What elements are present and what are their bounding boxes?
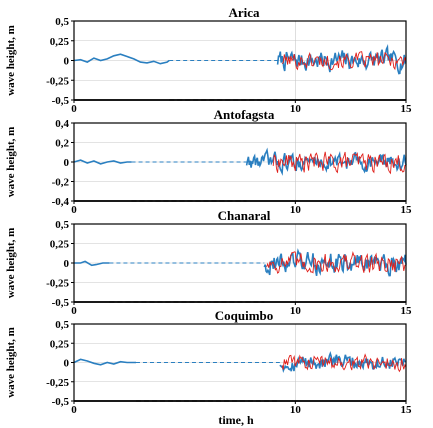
observed-series-lead <box>74 260 110 267</box>
y-tick-label: -0,2 <box>52 177 70 189</box>
chart-title: Coquimbo <box>215 308 274 323</box>
y-tick-label: 0,5 <box>55 319 69 331</box>
y-tick-label: 0,25 <box>50 338 70 350</box>
observed-series <box>245 147 407 176</box>
y-tick-label: 0 <box>64 56 70 68</box>
observed-series <box>276 43 407 75</box>
y-axis-label: wave height, m <box>5 327 17 398</box>
x-tick-label: 0 <box>71 404 77 416</box>
x-tick-label: 15 <box>401 305 413 317</box>
x-tick-label: 15 <box>401 404 413 416</box>
y-tick-label: 0,25 <box>50 36 70 48</box>
x-tick-label: 15 <box>401 204 413 216</box>
modeled-series <box>281 353 407 373</box>
x-tick-label: 0 <box>71 103 77 115</box>
y-tick-label: -0,5 <box>52 396 70 408</box>
x-axis-label: time, h <box>218 413 254 427</box>
y-tick-label: -0,5 <box>52 297 70 309</box>
y-tick-label: 0 <box>64 258 70 270</box>
modeled-series <box>266 250 407 274</box>
y-tick-label: -0,25 <box>46 75 69 87</box>
chart-title: Antofagsta <box>214 107 275 122</box>
modeled-series <box>272 151 406 175</box>
observed-series-lead <box>73 53 170 65</box>
x-tick-label: 0 <box>71 305 77 317</box>
y-tick-label: 0,4 <box>55 118 69 130</box>
chart-panel-1: -0,5 -0,25 0 0,25 0,5 0 10 15 Arica wave height, … <box>5 5 412 115</box>
y-tick-label: -0,25 <box>46 278 69 290</box>
chart-panel-2: -0,4 -0,2 0 0,2 0,4 0 10 15 Antofagsta wave heigh… <box>5 107 412 216</box>
y-tick-label: 0,5 <box>55 16 69 28</box>
observed-series-lead <box>73 358 136 366</box>
x-tick-label: 10 <box>290 305 302 317</box>
y-tick-label: 0 <box>64 157 70 169</box>
x-tick-label: 10 <box>290 404 302 416</box>
y-tick-label: -0,4 <box>52 196 70 208</box>
y-tick-label: 0,2 <box>55 138 69 150</box>
y-tick-label: 0 <box>64 358 70 370</box>
y-axis-label: wave height, m <box>5 25 17 96</box>
modeled-series <box>281 51 407 71</box>
chart-title: Chanaral <box>218 208 271 223</box>
y-axis-label: wave height, m <box>5 127 17 198</box>
y-tick-label: 0,25 <box>50 239 70 251</box>
y-tick-label: 0,5 <box>55 219 69 231</box>
y-tick-label: -0,25 <box>46 377 69 389</box>
chart-title: Arica <box>228 5 260 20</box>
x-tick-label: 10 <box>290 204 302 216</box>
x-tick-label: 15 <box>401 103 413 115</box>
x-tick-label: 10 <box>290 103 302 115</box>
chart-panel-3: -0,5 -0,25 0 0,25 0,5 0 10 15 Chanaral wave heigh… <box>5 208 412 317</box>
y-axis-label: wave height, m <box>5 228 17 299</box>
observed-series-lead <box>73 159 132 165</box>
x-tick-label: 0 <box>71 204 77 216</box>
y-tick-label: -0,5 <box>52 95 70 107</box>
